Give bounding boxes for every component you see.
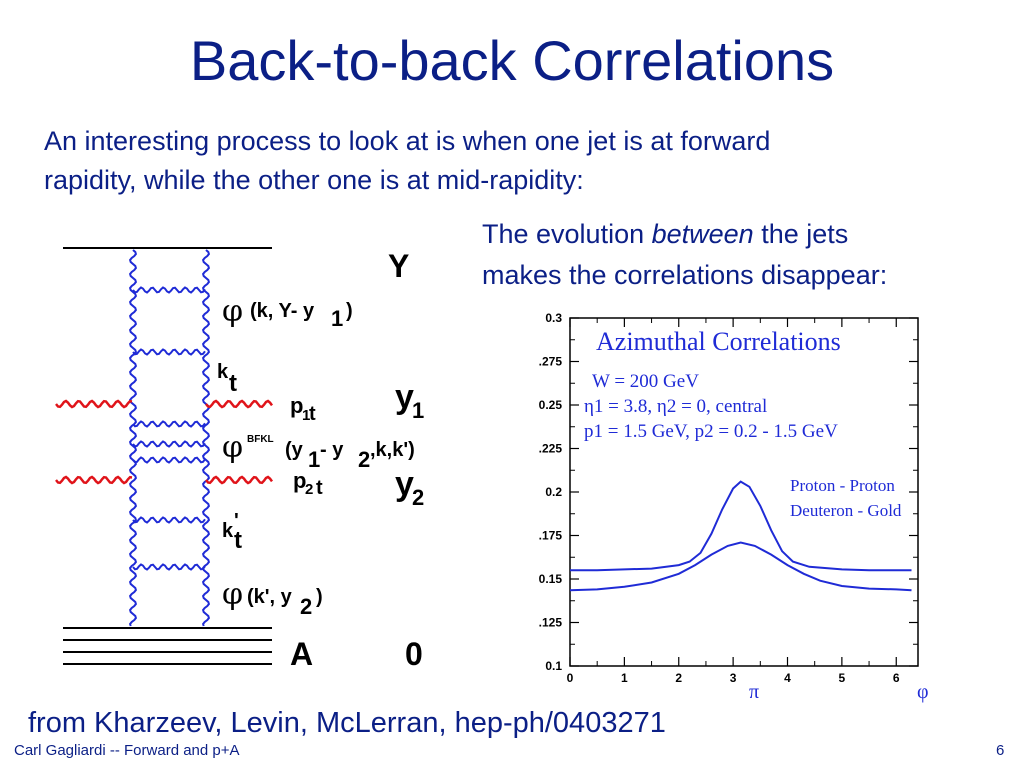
y-tick-label: 0.1: [545, 659, 562, 673]
y-tick-label: .275: [539, 355, 563, 369]
intro-line-2: rapidity, while the other one is at mid-…: [44, 165, 584, 195]
kt-sub: t: [229, 370, 237, 397]
series-line-1: [569, 541, 912, 592]
y-tick-label: 0.25: [539, 398, 563, 412]
phi-symbol-bfkl: φ: [222, 430, 243, 465]
p1t-label: p: [290, 393, 303, 418]
p1t-sub2: t: [309, 403, 316, 425]
p2t-sub1: 2: [305, 481, 313, 498]
phi-bfkl-sub2: 2: [358, 447, 370, 472]
p2t-label: p: [293, 468, 306, 493]
evolution-text-b: the jets: [753, 219, 849, 249]
label-y2: y: [395, 465, 414, 503]
p1t-sub1: 1: [302, 407, 310, 424]
gluon-rail-right: [201, 249, 211, 627]
kpt-label: k: [222, 520, 234, 542]
x-tick-label: 4: [784, 671, 791, 685]
x-tick-label: 6: [893, 671, 900, 685]
x-tick-label: 0: [567, 671, 574, 685]
chart-annotation-p: p1 = 1.5 GeV, p2 = 0.2 - 1.5 GeV: [584, 421, 838, 442]
gluon-rail-left: [128, 249, 138, 627]
kpt-sub: t: [234, 527, 242, 554]
evolution-line-1: The evolution between the jets: [482, 214, 848, 255]
y-tick-label: 0.2: [545, 485, 562, 499]
citation: from Kharzeev, Levin, McLerran, hep-ph/0…: [28, 707, 666, 739]
phi1-args: (k, Y- y: [250, 300, 315, 322]
gluon-rung-1: [132, 348, 206, 356]
phi-bfkl-a: (y: [285, 439, 304, 461]
chart-layer: 0.1 .125 0.15 .175 0.2 .225 0.25 .275 0.3 0 1 2 3 4 5 6: [539, 311, 919, 685]
phi1-sub: 1: [331, 306, 343, 331]
phi-bfkl-sub1: 1: [308, 447, 320, 472]
gluon-rung-6: [132, 563, 206, 571]
x-tick-label: 3: [730, 671, 737, 685]
gluon-rung-3: [132, 440, 206, 448]
ladder-diagram: Y y 1 y 2 A 0 φ (k, Y- y 1 ) k t p 1 t φ…: [55, 247, 424, 672]
chart-annotation-eta: η1 = 3.8, η2 = 0, central: [584, 396, 767, 417]
phi-symbol-3: φ: [222, 577, 243, 612]
evolution-emphasis: between: [651, 219, 754, 249]
phi3-args: (k', y: [247, 586, 293, 608]
x-extra-pi: π: [749, 681, 759, 703]
chart-annotation-w: W = 200 GeV: [592, 371, 699, 392]
jet-line-3: [205, 475, 274, 485]
footer-presenter: Carl Gagliardi -- Forward and p+A: [14, 742, 240, 759]
gluon-rung-2: [132, 420, 206, 428]
phi-bfkl-b: - y: [320, 439, 344, 461]
y-tick-label: .175: [539, 529, 563, 543]
x-tick-label: 2: [675, 671, 682, 685]
x-extra-phi: φ: [917, 681, 929, 703]
intro-line-1: An interesting process to look at is whe…: [44, 126, 771, 156]
legend-deuteron-gold: Deuteron - Gold: [790, 501, 902, 520]
series-line-0: [570, 480, 912, 572]
y-tick-label: .125: [539, 616, 563, 630]
gluon-rung-0: [132, 286, 206, 294]
label-Y: Y: [388, 248, 409, 284]
label-y1: y: [395, 378, 414, 416]
jet-line-0: [55, 399, 133, 409]
y-tick-label: 0.15: [539, 572, 563, 586]
kt-label: k: [217, 361, 229, 383]
y-tick-label: 0.3: [545, 311, 562, 325]
kpt-prime: ': [234, 510, 239, 532]
phi-symbol-1: φ: [222, 294, 243, 329]
gluon-rung-4: [132, 456, 206, 464]
p2t-sub2: t: [316, 477, 323, 499]
diagram-lines: [55, 247, 274, 665]
chart-title: Azimuthal Correlations: [596, 327, 841, 356]
legend-proton-proton: Proton - Proton: [790, 476, 895, 495]
phi3-close: ): [316, 586, 323, 608]
evolution-line-2: makes the correlations disappear:: [482, 260, 888, 290]
x-tick-label: 5: [839, 671, 846, 685]
phi-bfkl-sup: BFKL: [247, 434, 274, 445]
footer-page-number: 6: [996, 742, 1005, 759]
gluon-rung-5: [132, 516, 206, 524]
jet-line-2: [55, 475, 133, 485]
evolution-text-a: The evolution: [482, 219, 652, 249]
jet-line-1: [205, 399, 274, 409]
page-title: Back-to-back Correlations: [189, 29, 835, 92]
label-A: A: [290, 636, 313, 672]
label-0: 0: [405, 636, 423, 672]
label-y2-sub: 2: [412, 485, 424, 510]
azimuthal-chart: 0.1 .125 0.15 .175 0.2 .225 0.25 .275 0.3 0 1 2 3 4 5 6…: [539, 311, 929, 703]
phi3-sub: 2: [300, 594, 312, 619]
phi-bfkl-c: ,k,k'): [370, 439, 415, 461]
y-tick-label: .225: [539, 442, 563, 456]
label-y1-sub: 1: [412, 398, 424, 423]
x-tick-label: 1: [621, 671, 628, 685]
phi1-close: ): [346, 300, 353, 322]
